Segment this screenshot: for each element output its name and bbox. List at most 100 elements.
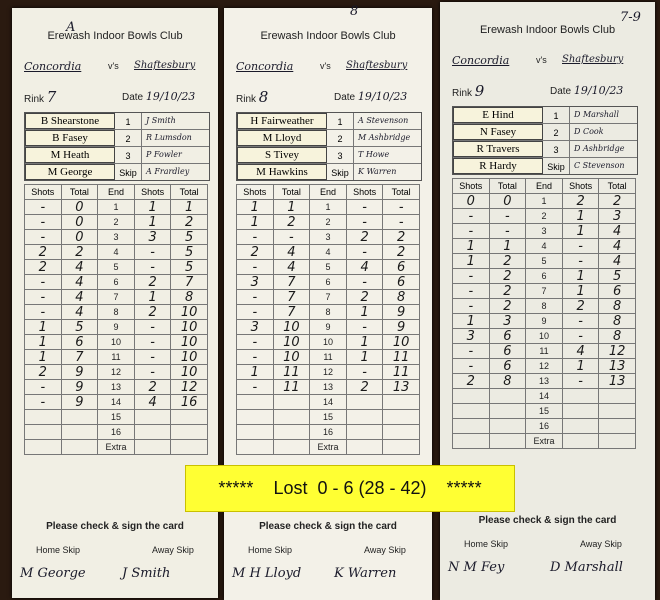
home-skip-label: Home Skip <box>464 539 509 549</box>
score-row: 16 <box>24 424 208 440</box>
rink-number: 7 <box>46 88 57 106</box>
away-shots: 1 <box>561 283 600 299</box>
position-label: Skip <box>543 158 570 174</box>
score-row: 16 <box>236 424 420 440</box>
away-team: Shaftesbury <box>134 60 196 71</box>
home-player: R Travers <box>453 141 543 157</box>
home-total <box>272 439 311 455</box>
position-label: Skip <box>115 164 142 180</box>
score-header: Shots Total End Shots Total <box>24 184 208 200</box>
away-player: T Howe <box>358 150 390 159</box>
end-header: End <box>309 184 347 200</box>
home-shots: - <box>236 349 274 365</box>
home-total: 1 <box>488 238 527 254</box>
score-table: Shots Total End Shots Total 0 0 1 2 2- -2 1 3- -3 1 4 1 1… <box>452 178 636 449</box>
home-total: 9 <box>60 394 99 410</box>
score-row: -6 11 4 12 <box>452 343 636 359</box>
score-row: 1 5 9-10 <box>24 319 208 335</box>
away-shots: 2 <box>133 274 172 290</box>
away-total: 6 <box>598 283 636 299</box>
away-shots: - <box>133 244 172 260</box>
position-label: 3 <box>327 147 354 163</box>
away-player: C Stevenson <box>574 161 625 170</box>
home-player: M Lloyd <box>237 130 327 146</box>
home-total: 1 <box>272 199 311 215</box>
home-total: 11 <box>272 364 311 380</box>
home-shots: 3 <box>452 328 490 344</box>
away-shots: - <box>561 313 600 329</box>
end-number: 11 <box>97 349 135 365</box>
club-name: Erewash Indoor Bowls Club <box>260 30 396 42</box>
score-row: 3 10 9-9 <box>236 319 420 335</box>
away-shots-header: Shots <box>561 178 600 194</box>
banner-result: Lost 0 - 6 (28 - 42) <box>273 478 427 498</box>
match-date: 19/10/23 <box>357 90 408 103</box>
player-row: R Hardy Skip C Stevenson <box>453 158 637 174</box>
away-total <box>382 394 420 410</box>
away-shots: - <box>345 319 384 335</box>
home-shots: 3 <box>236 319 274 335</box>
score-row: 2 8 13-13 <box>452 373 636 389</box>
score-row: 1 6 10-10 <box>24 334 208 350</box>
home-shots <box>236 424 274 440</box>
away-total: 5 <box>170 229 208 245</box>
score-row: 1 11 12-11 <box>236 364 420 380</box>
score-table: Shots Total End Shots Total 1 1 1- -1 2 2- - - -3 2 2 2 4… <box>236 184 420 455</box>
end-number: 5 <box>525 253 563 269</box>
away-team: Shaftesbury <box>346 60 408 71</box>
away-shots: 2 <box>561 193 600 209</box>
home-total: 7 <box>272 304 311 320</box>
end-number: 2 <box>309 214 347 230</box>
end-number: 7 <box>525 283 563 299</box>
away-player: D Marshall <box>574 110 619 119</box>
position-label: Skip <box>327 164 354 180</box>
home-shots: 1 <box>236 214 274 230</box>
rink-label: Rink <box>24 94 45 105</box>
home-shots: - <box>24 214 62 230</box>
away-player: R Lumsdon <box>146 133 192 142</box>
vs-label: v's <box>536 55 547 65</box>
home-total: 4 <box>60 259 99 275</box>
score-row: 15 <box>236 409 420 425</box>
home-team: Concordia <box>24 60 82 73</box>
away-total: 10 <box>382 334 420 350</box>
home-total: 0 <box>488 193 527 209</box>
home-shots <box>236 409 274 425</box>
home-shots <box>452 403 490 419</box>
player-row: M Hawkins Skip K Warren <box>237 164 421 180</box>
away-shots <box>561 418 600 434</box>
end-number: 12 <box>309 364 347 380</box>
end-number: 9 <box>309 319 347 335</box>
end-number: 5 <box>309 259 347 275</box>
home-shots: - <box>452 298 490 314</box>
end-number: Extra <box>525 433 563 449</box>
away-shots-header: Shots <box>345 184 384 200</box>
home-total <box>60 424 99 440</box>
home-shots: 0 <box>452 193 490 209</box>
away-shots <box>561 388 600 404</box>
away-total: 5 <box>598 268 636 284</box>
home-shots: - <box>452 268 490 284</box>
home-total <box>60 439 99 455</box>
home-shots: - <box>24 394 62 410</box>
vs-label: v's <box>320 61 331 71</box>
score-row: Extra <box>236 439 420 455</box>
home-shots: - <box>236 334 274 350</box>
end-number: 14 <box>525 388 563 404</box>
end-number: 11 <box>525 343 563 359</box>
home-team: Concordia <box>452 54 510 67</box>
away-shots: 1 <box>561 223 600 239</box>
home-total: 4 <box>272 259 311 275</box>
away-shots: 2 <box>133 379 172 395</box>
check-sign-instruction: Please check & sign the card <box>259 521 397 532</box>
home-total: 10 <box>272 334 311 350</box>
home-total: 0 <box>60 199 99 215</box>
end-number: 8 <box>525 298 563 314</box>
